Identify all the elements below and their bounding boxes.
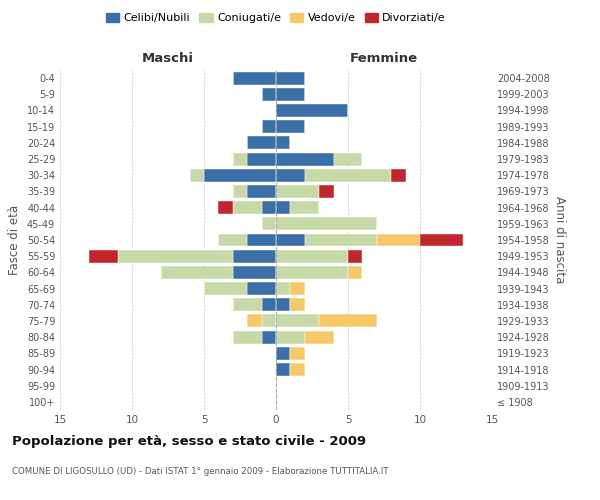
Bar bbox=[233, 330, 262, 344]
Bar bbox=[204, 282, 247, 295]
Bar bbox=[391, 169, 406, 181]
Bar bbox=[233, 250, 276, 262]
Bar bbox=[420, 234, 463, 246]
Bar bbox=[305, 169, 391, 181]
Bar bbox=[276, 169, 305, 181]
Bar bbox=[262, 120, 276, 133]
Bar bbox=[319, 314, 377, 328]
Text: Femmine: Femmine bbox=[350, 52, 418, 65]
Bar bbox=[290, 363, 305, 376]
Bar bbox=[233, 185, 247, 198]
Bar bbox=[118, 250, 233, 262]
Bar bbox=[276, 266, 348, 279]
Bar bbox=[247, 185, 276, 198]
Bar bbox=[276, 282, 290, 295]
Bar bbox=[276, 120, 305, 133]
Bar bbox=[276, 363, 290, 376]
Bar bbox=[276, 347, 290, 360]
Bar bbox=[262, 88, 276, 101]
Bar bbox=[247, 152, 276, 166]
Bar bbox=[247, 314, 262, 328]
Bar bbox=[276, 88, 305, 101]
Legend: Celibi/Nubili, Coniugati/e, Vedovi/e, Divorziati/e: Celibi/Nubili, Coniugati/e, Vedovi/e, Di… bbox=[101, 8, 451, 28]
Bar bbox=[276, 250, 348, 262]
Bar bbox=[276, 314, 319, 328]
Bar bbox=[262, 330, 276, 344]
Bar bbox=[290, 347, 305, 360]
Bar bbox=[218, 201, 233, 214]
Text: Maschi: Maschi bbox=[142, 52, 194, 65]
Bar bbox=[247, 234, 276, 246]
Bar bbox=[348, 266, 362, 279]
Bar bbox=[305, 234, 377, 246]
Bar bbox=[290, 201, 319, 214]
Bar bbox=[348, 250, 362, 262]
Text: Popolazione per età, sesso e stato civile - 2009: Popolazione per età, sesso e stato civil… bbox=[12, 435, 366, 448]
Bar bbox=[276, 104, 348, 117]
Bar bbox=[276, 234, 305, 246]
Bar bbox=[262, 298, 276, 311]
Bar bbox=[218, 234, 247, 246]
Bar bbox=[204, 169, 276, 181]
Bar bbox=[190, 169, 204, 181]
Bar bbox=[89, 250, 118, 262]
Bar bbox=[276, 298, 290, 311]
Bar bbox=[290, 298, 305, 311]
Bar bbox=[247, 282, 276, 295]
Bar bbox=[319, 185, 334, 198]
Bar bbox=[276, 152, 334, 166]
Bar bbox=[276, 185, 319, 198]
Bar bbox=[233, 201, 262, 214]
Bar bbox=[247, 136, 276, 149]
Bar bbox=[262, 218, 276, 230]
Bar bbox=[276, 72, 305, 85]
Bar bbox=[334, 152, 362, 166]
Bar bbox=[233, 266, 276, 279]
Bar bbox=[276, 201, 290, 214]
Y-axis label: Anni di nascita: Anni di nascita bbox=[553, 196, 566, 284]
Bar bbox=[276, 330, 305, 344]
Bar bbox=[377, 234, 420, 246]
Text: COMUNE DI LIGOSULLO (UD) - Dati ISTAT 1° gennaio 2009 - Elaborazione TUTTITALIA.: COMUNE DI LIGOSULLO (UD) - Dati ISTAT 1°… bbox=[12, 468, 389, 476]
Bar bbox=[161, 266, 233, 279]
Bar bbox=[233, 72, 276, 85]
Bar bbox=[276, 218, 377, 230]
Bar bbox=[262, 314, 276, 328]
Bar bbox=[290, 282, 305, 295]
Y-axis label: Fasce di età: Fasce di età bbox=[8, 205, 21, 275]
Bar bbox=[233, 152, 247, 166]
Bar bbox=[276, 136, 290, 149]
Bar bbox=[262, 201, 276, 214]
Bar bbox=[233, 298, 262, 311]
Bar bbox=[305, 330, 334, 344]
